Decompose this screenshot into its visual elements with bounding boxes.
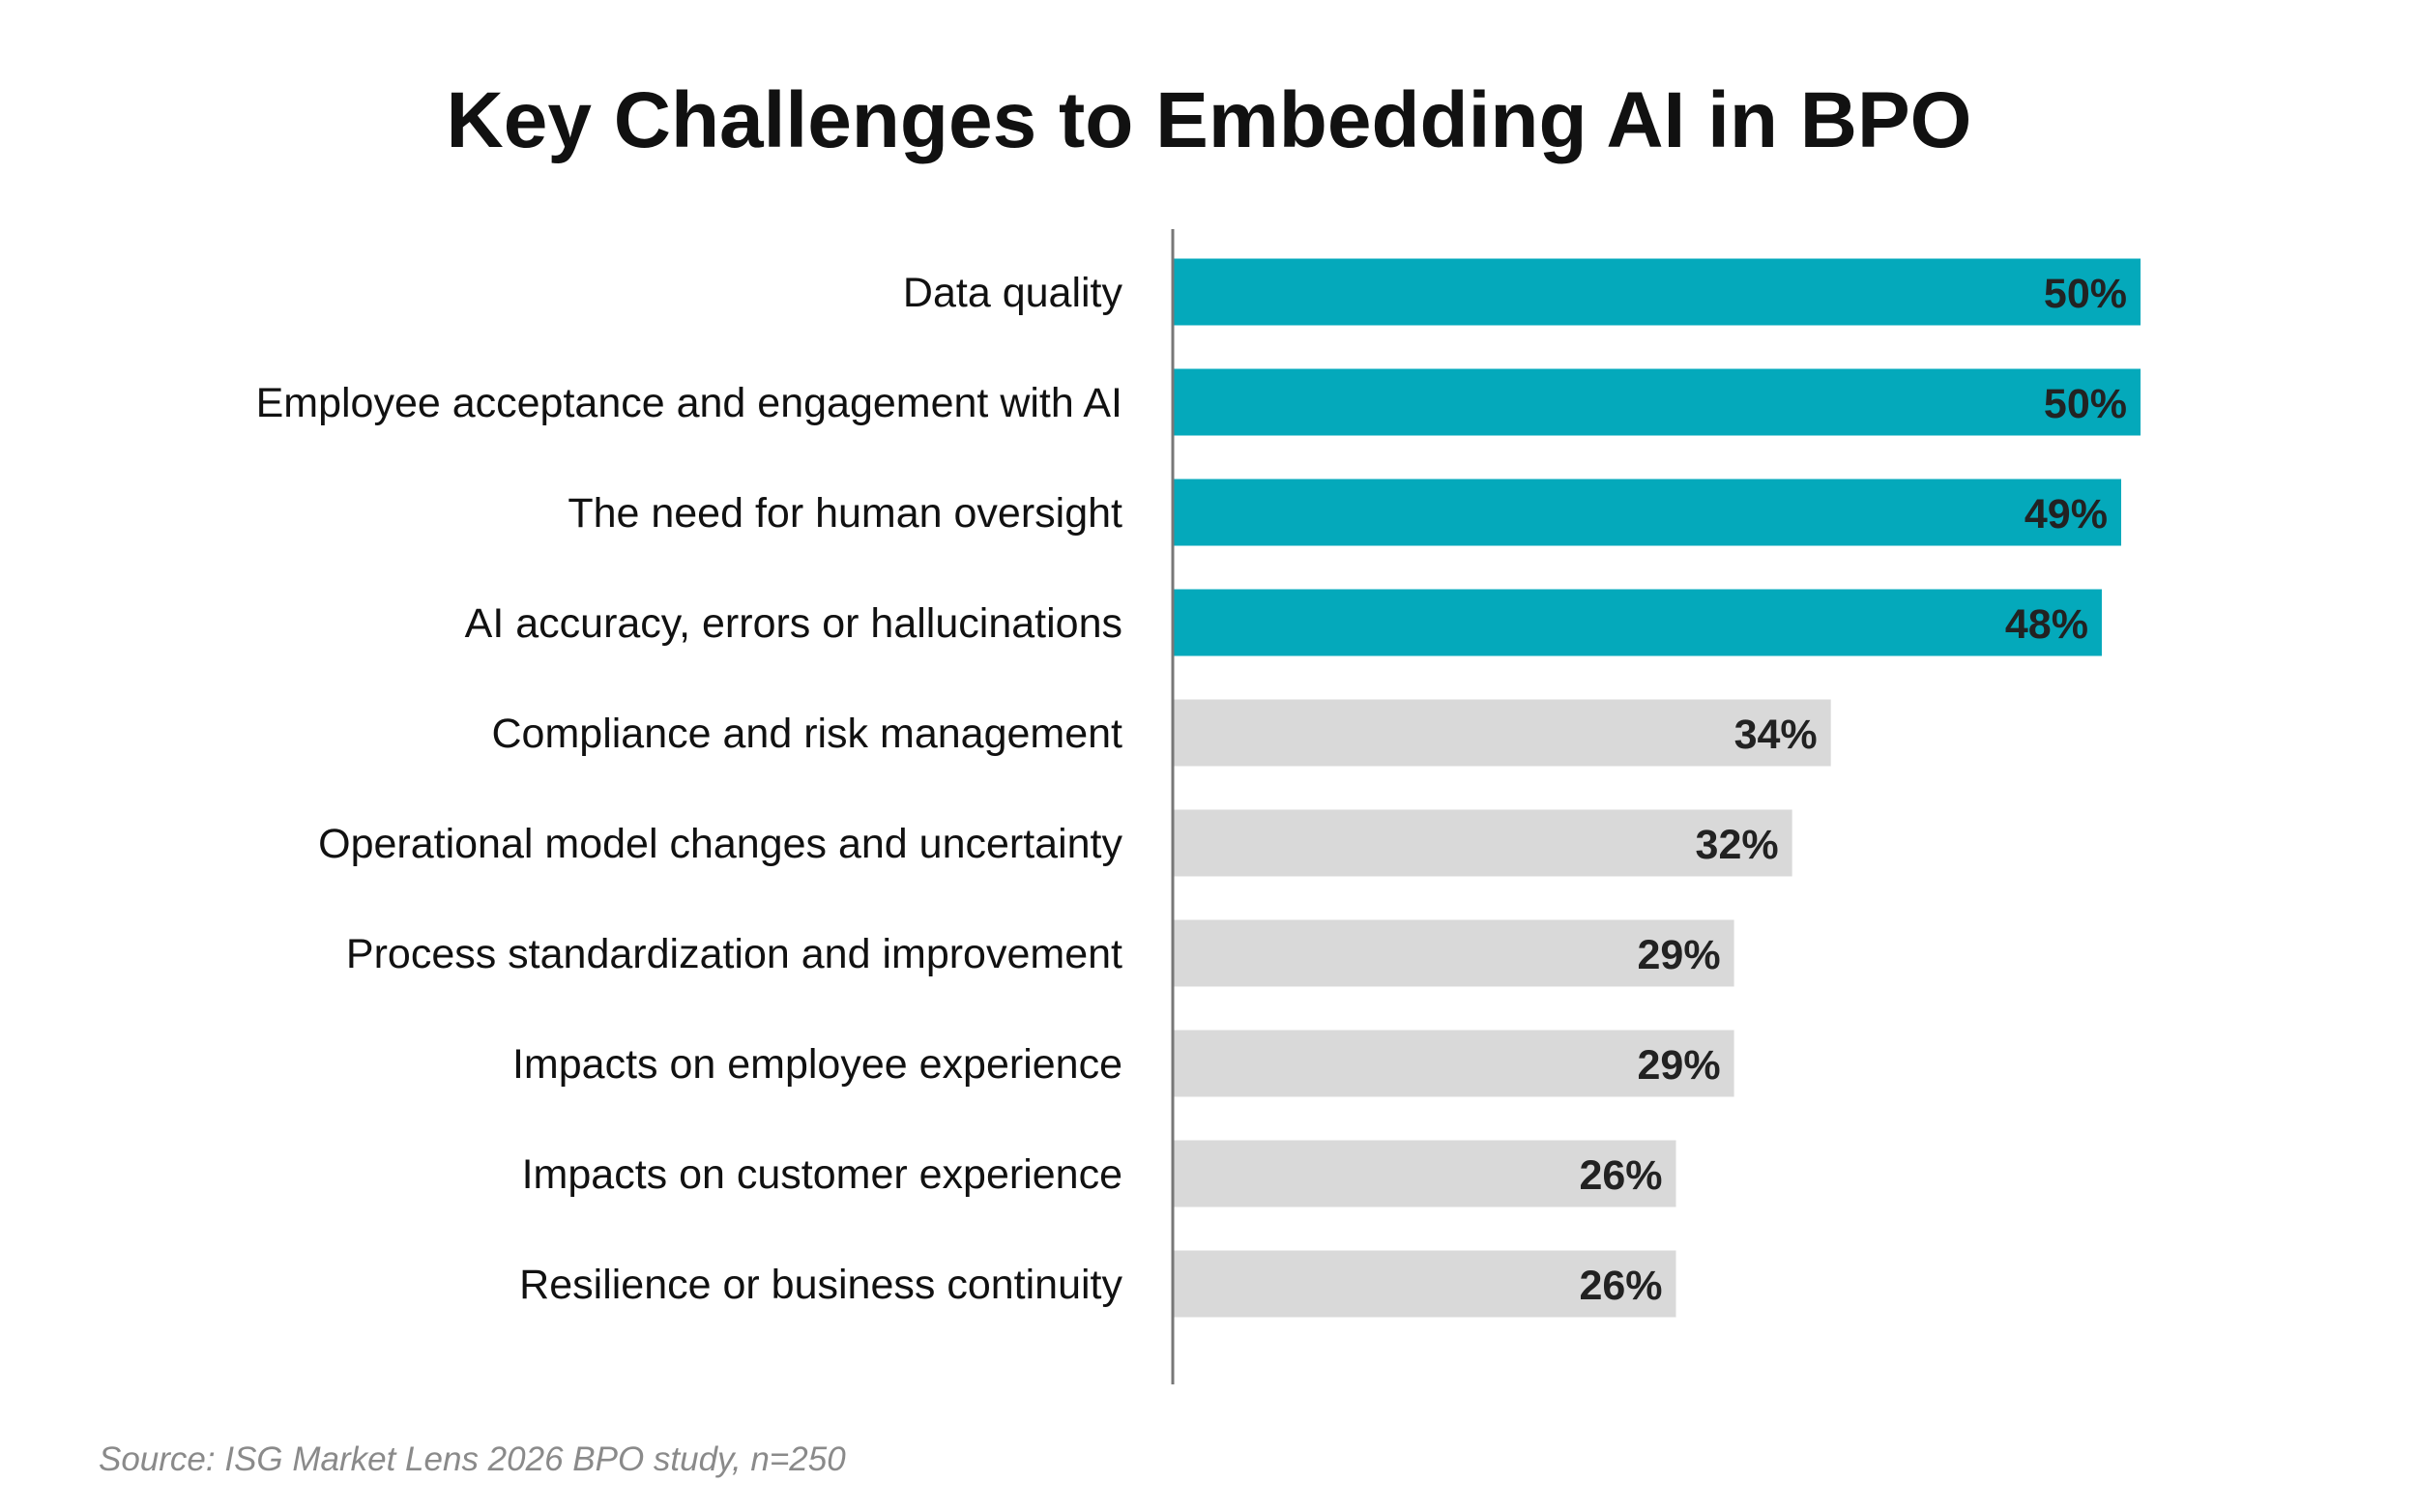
bar: [1173, 1030, 1734, 1097]
data-label: 32%: [1696, 822, 1779, 868]
category-label: Operational model changes and uncertaint…: [318, 821, 1122, 867]
category-label: Resilience or business continuity: [519, 1262, 1122, 1308]
data-label: 48%: [2005, 601, 2088, 648]
bar: [1173, 1250, 1676, 1318]
bar: [1173, 368, 2141, 436]
bar: [1173, 809, 1792, 877]
category-label: Impacts on customer experience: [522, 1151, 1122, 1198]
chart-title: Key Challenges to Embedding AI in BPO: [446, 76, 1972, 164]
data-label: 29%: [1638, 1042, 1721, 1089]
category-label: Employee acceptance and engagement with …: [256, 380, 1122, 426]
category-label: Process standardization and improvement: [346, 931, 1122, 977]
bar: [1173, 699, 1831, 767]
data-label: 34%: [1734, 712, 1818, 758]
category-label: AI accuracy, errors or hallucinations: [465, 600, 1122, 647]
data-label: 50%: [2044, 381, 2127, 427]
category-label: Impacts on employee experience: [512, 1041, 1122, 1088]
data-label: 26%: [1579, 1263, 1662, 1309]
bar: [1173, 1140, 1676, 1207]
source-note: Source: ISG Market Lens 2026 BPO study, …: [99, 1440, 846, 1478]
category-label: Compliance and risk management: [492, 711, 1123, 757]
data-label: 49%: [2025, 491, 2108, 538]
category-label: Data quality: [903, 270, 1123, 316]
data-label: 26%: [1579, 1152, 1662, 1199]
bar: [1173, 589, 2102, 656]
bar: [1173, 919, 1734, 987]
bar: [1173, 479, 2121, 546]
bar: [1173, 258, 2141, 326]
data-label: 29%: [1638, 932, 1721, 978]
category-label: The need for human oversight: [568, 490, 1122, 537]
data-label: 50%: [2044, 271, 2127, 317]
